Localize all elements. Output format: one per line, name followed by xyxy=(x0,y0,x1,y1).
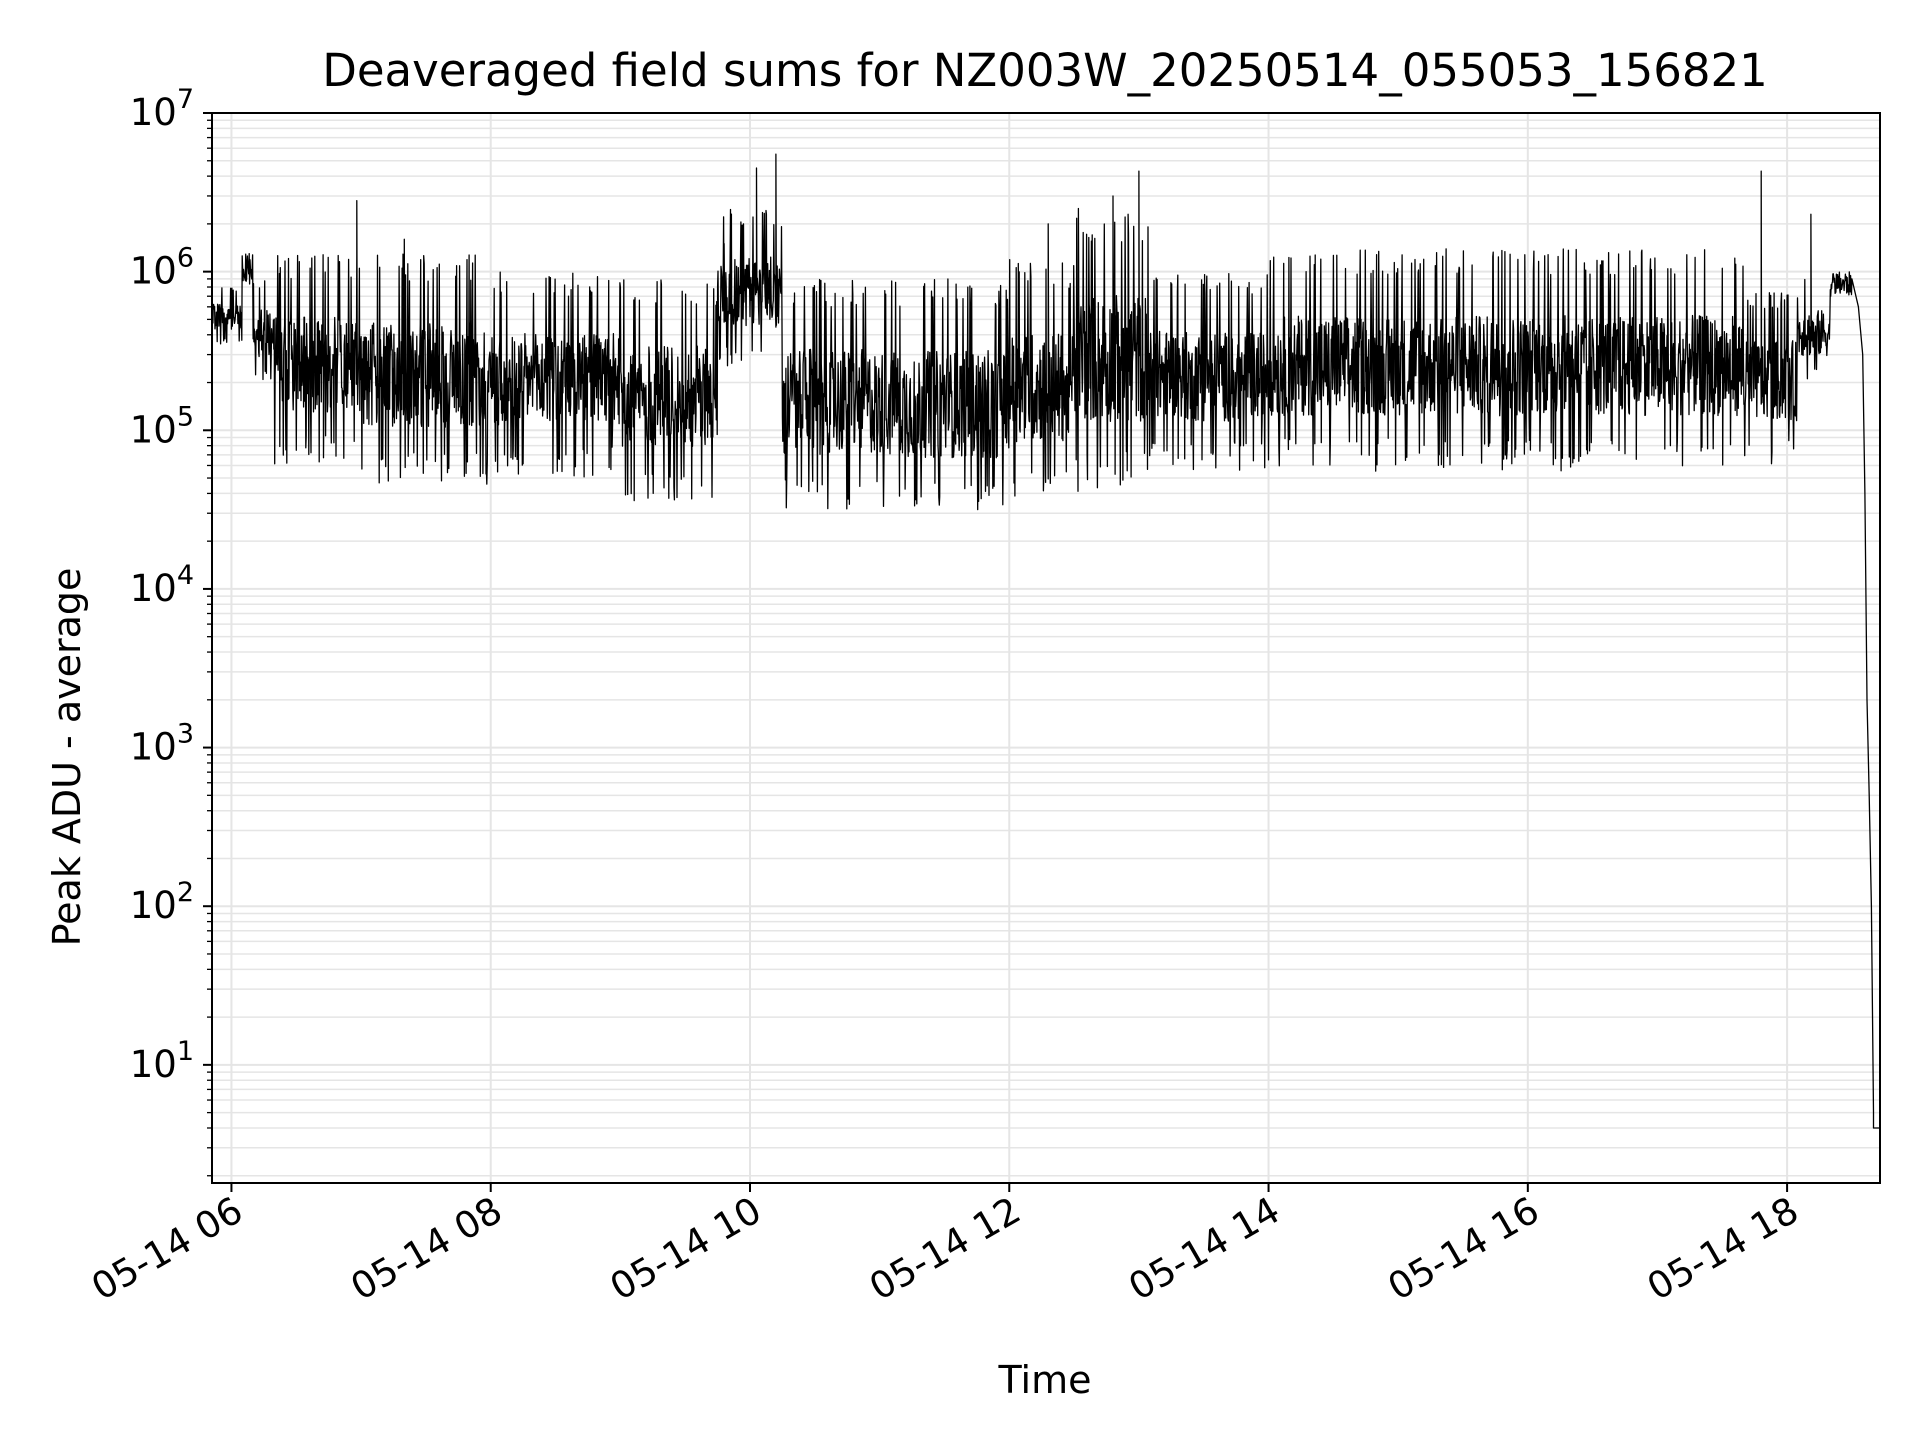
chart-title: Deaveraged field sums for NZ003W_2025051… xyxy=(322,44,1768,97)
y-tick-label: 105 xyxy=(130,401,194,451)
y-tick-label: 102 xyxy=(130,877,194,927)
y-tick-label: 103 xyxy=(130,719,194,769)
series-line xyxy=(211,153,1880,1129)
plot-area-frame xyxy=(211,112,1881,1184)
y-tick-label: 106 xyxy=(130,243,194,293)
y-axis-label: Peak ADU - average xyxy=(45,568,89,947)
grid-layer xyxy=(212,112,1880,1183)
y-tick-label: 107 xyxy=(130,84,194,134)
x-axis-label: Time xyxy=(998,1358,1092,1402)
y-tick-label: 101 xyxy=(130,1036,194,1086)
series-layer xyxy=(211,153,1880,1129)
y-tick-label: 104 xyxy=(130,560,194,610)
